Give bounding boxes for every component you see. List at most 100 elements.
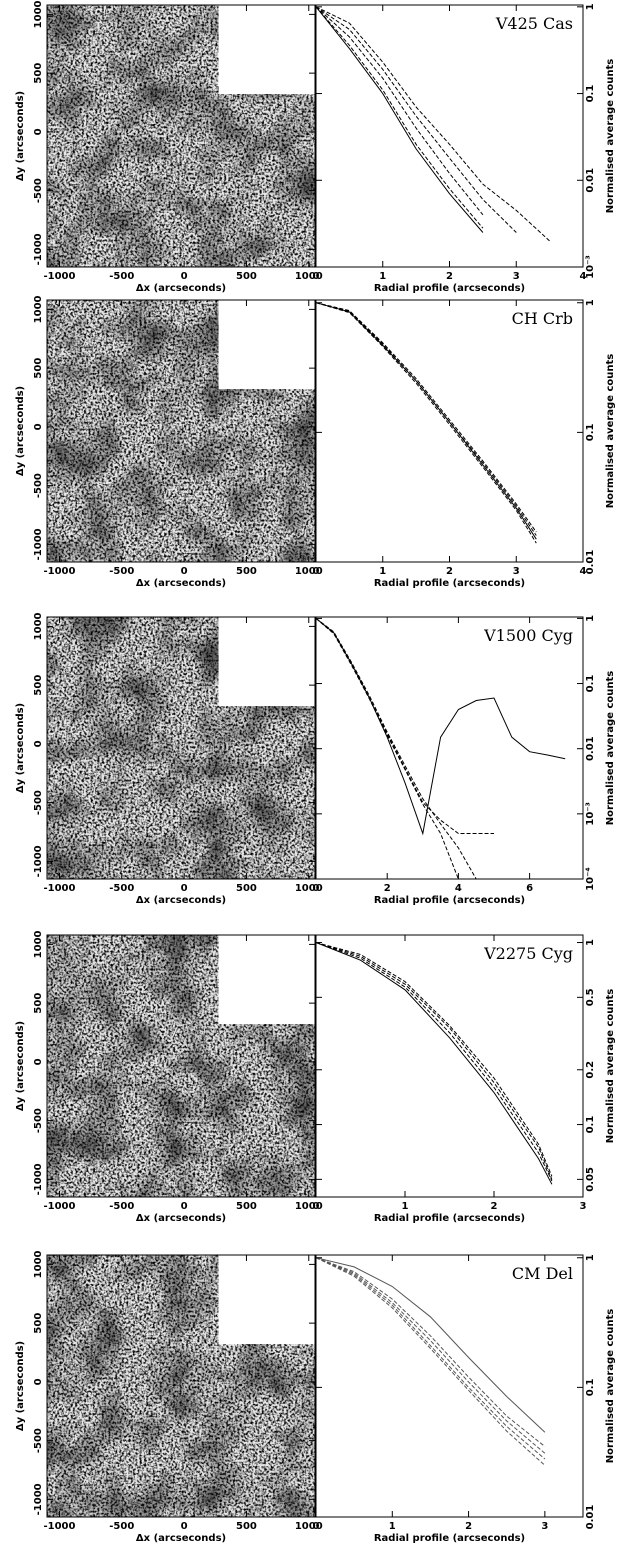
profile-line [315, 618, 459, 880]
y-tick-label: 0.1 [585, 423, 596, 441]
profile-line [315, 302, 537, 544]
frame [315, 4, 584, 268]
x-tick-label: 1 [379, 271, 386, 282]
x-tick-label: 2 [384, 883, 391, 894]
y-tick-label: 500 [33, 675, 44, 696]
x-tick-label: 1000 [295, 271, 323, 282]
x-tick-label: 0 [313, 883, 320, 894]
x-tick-label: 500 [236, 271, 257, 282]
y-tick-label: 0 [33, 740, 44, 747]
y-tick-label: 0.01 [585, 736, 596, 761]
x-tick-label: 3 [541, 1521, 548, 1532]
y-axis-label: Normalised average counts [605, 354, 616, 509]
frame [315, 616, 584, 880]
y-tick-label: 10⁻³ [585, 802, 596, 826]
y-tick-label: 1 [585, 939, 596, 946]
x-tick-label: 500 [236, 883, 257, 894]
y-tick-label: 1 [585, 3, 596, 10]
blank-corner [218, 1255, 315, 1345]
x-axis-label: Δx (arcseconds) [136, 1533, 226, 1544]
y-tick-label: 0.5 [585, 988, 596, 1006]
image-panel: -1000 -500 0 500 1000 Δx (arcseconds) -1000 -50… [15, 295, 323, 589]
y-tick-label: 0 [33, 1378, 44, 1385]
star-name: V425 Cas [495, 14, 573, 33]
profile-line [315, 1257, 546, 1466]
y-tick-label: 0.1 [585, 85, 596, 103]
y-tick-label: 10⁻⁴ [585, 867, 596, 891]
y-tick-label: 0 [33, 128, 44, 135]
y-tick-label: 1000 [33, 1250, 44, 1278]
y-tick-label: 1000 [33, 612, 44, 640]
y-tick-label: -500 [33, 790, 44, 815]
x-tick-label: -500 [109, 1201, 134, 1212]
x-tick-label: 3 [513, 566, 520, 577]
x-axis-label: Δx (arcseconds) [136, 283, 226, 294]
y-tick-label: 0.1 [585, 675, 596, 693]
y-tick-label: 0.1 [585, 1378, 596, 1396]
x-tick-label: -1000 [43, 1201, 75, 1212]
profile-line [315, 302, 537, 540]
y-axis-label: Normalised average counts [605, 671, 616, 826]
sky-image [47, 1255, 315, 1517]
y-tick-label: -1000 [33, 528, 44, 560]
x-tick-label: 1000 [295, 566, 323, 577]
y-tick-label: 0.2 [585, 1061, 596, 1079]
y-tick-label: 0 [33, 423, 44, 430]
profile-line [315, 1257, 546, 1454]
profile-line [315, 302, 537, 533]
x-tick-label: 1 [389, 1521, 396, 1532]
y-tick-label: 0.01 [585, 168, 596, 193]
x-tick-label: 0 [313, 1201, 320, 1212]
blank-corner [218, 300, 315, 390]
x-tick-label: 2 [465, 1521, 472, 1532]
profile-line [315, 942, 553, 1185]
x-tick-label: -1000 [43, 566, 75, 577]
y-tick-label: -500 [33, 473, 44, 498]
frame [46, 616, 316, 880]
profile-line [315, 1257, 546, 1460]
y-tick-label: -500 [33, 1428, 44, 1453]
y-tick-label: 500 [33, 63, 44, 84]
x-tick-label: 4 [455, 883, 462, 894]
profile-line [315, 1257, 546, 1433]
x-tick-label: 0 [313, 1521, 320, 1532]
profile-line [315, 942, 553, 1182]
x-axis-label: Radial profile (arcseconds) [374, 283, 525, 294]
profile-line [315, 6, 484, 216]
y-tick-label: 500 [33, 358, 44, 379]
x-tick-label: 1 [402, 1201, 409, 1212]
frame [46, 934, 316, 1198]
y-axis-label: Δy (arcseconds) [15, 91, 26, 181]
profile-line [315, 6, 484, 229]
y-tick-label: -500 [33, 178, 44, 203]
profile-line [315, 942, 553, 1180]
y-tick-label: 500 [33, 1313, 44, 1334]
x-tick-label: 2 [446, 271, 453, 282]
profile-line [315, 302, 537, 536]
x-tick-label: -1000 [43, 271, 75, 282]
y-tick-label: 0.05 [585, 1167, 596, 1192]
y-tick-label: 10⁻³ [585, 255, 596, 279]
x-tick-label: 500 [236, 566, 257, 577]
x-axis-label: Radial profile (arcseconds) [374, 1213, 525, 1224]
y-tick-label: 1 [585, 1254, 596, 1261]
x-tick-label: 4 [580, 566, 587, 577]
x-tick-label: 0 [181, 883, 188, 894]
y-tick-label: -1000 [33, 845, 44, 877]
x-axis-label: Δx (arcseconds) [136, 895, 226, 906]
star-name: V1500 Cyg [483, 626, 573, 645]
y-axis-label: Δy (arcseconds) [15, 1021, 26, 1111]
y-tick-label: 1000 [33, 295, 44, 323]
x-tick-label: 1 [379, 566, 386, 577]
x-tick-label: 0 [313, 566, 320, 577]
y-tick-label: 1000 [33, 0, 44, 28]
x-axis-label: Radial profile (arcseconds) [374, 578, 525, 589]
y-tick-label: 500 [33, 993, 44, 1014]
image-panel: -1000 -500 0 500 1000 Δx (arcseconds) -1000 -50… [15, 1250, 323, 1544]
x-tick-label: 3 [513, 271, 520, 282]
sky-image [47, 935, 315, 1197]
image-panel: -1000 -500 0 500 1000 Δx (arcseconds) -1000 -50… [15, 930, 323, 1224]
